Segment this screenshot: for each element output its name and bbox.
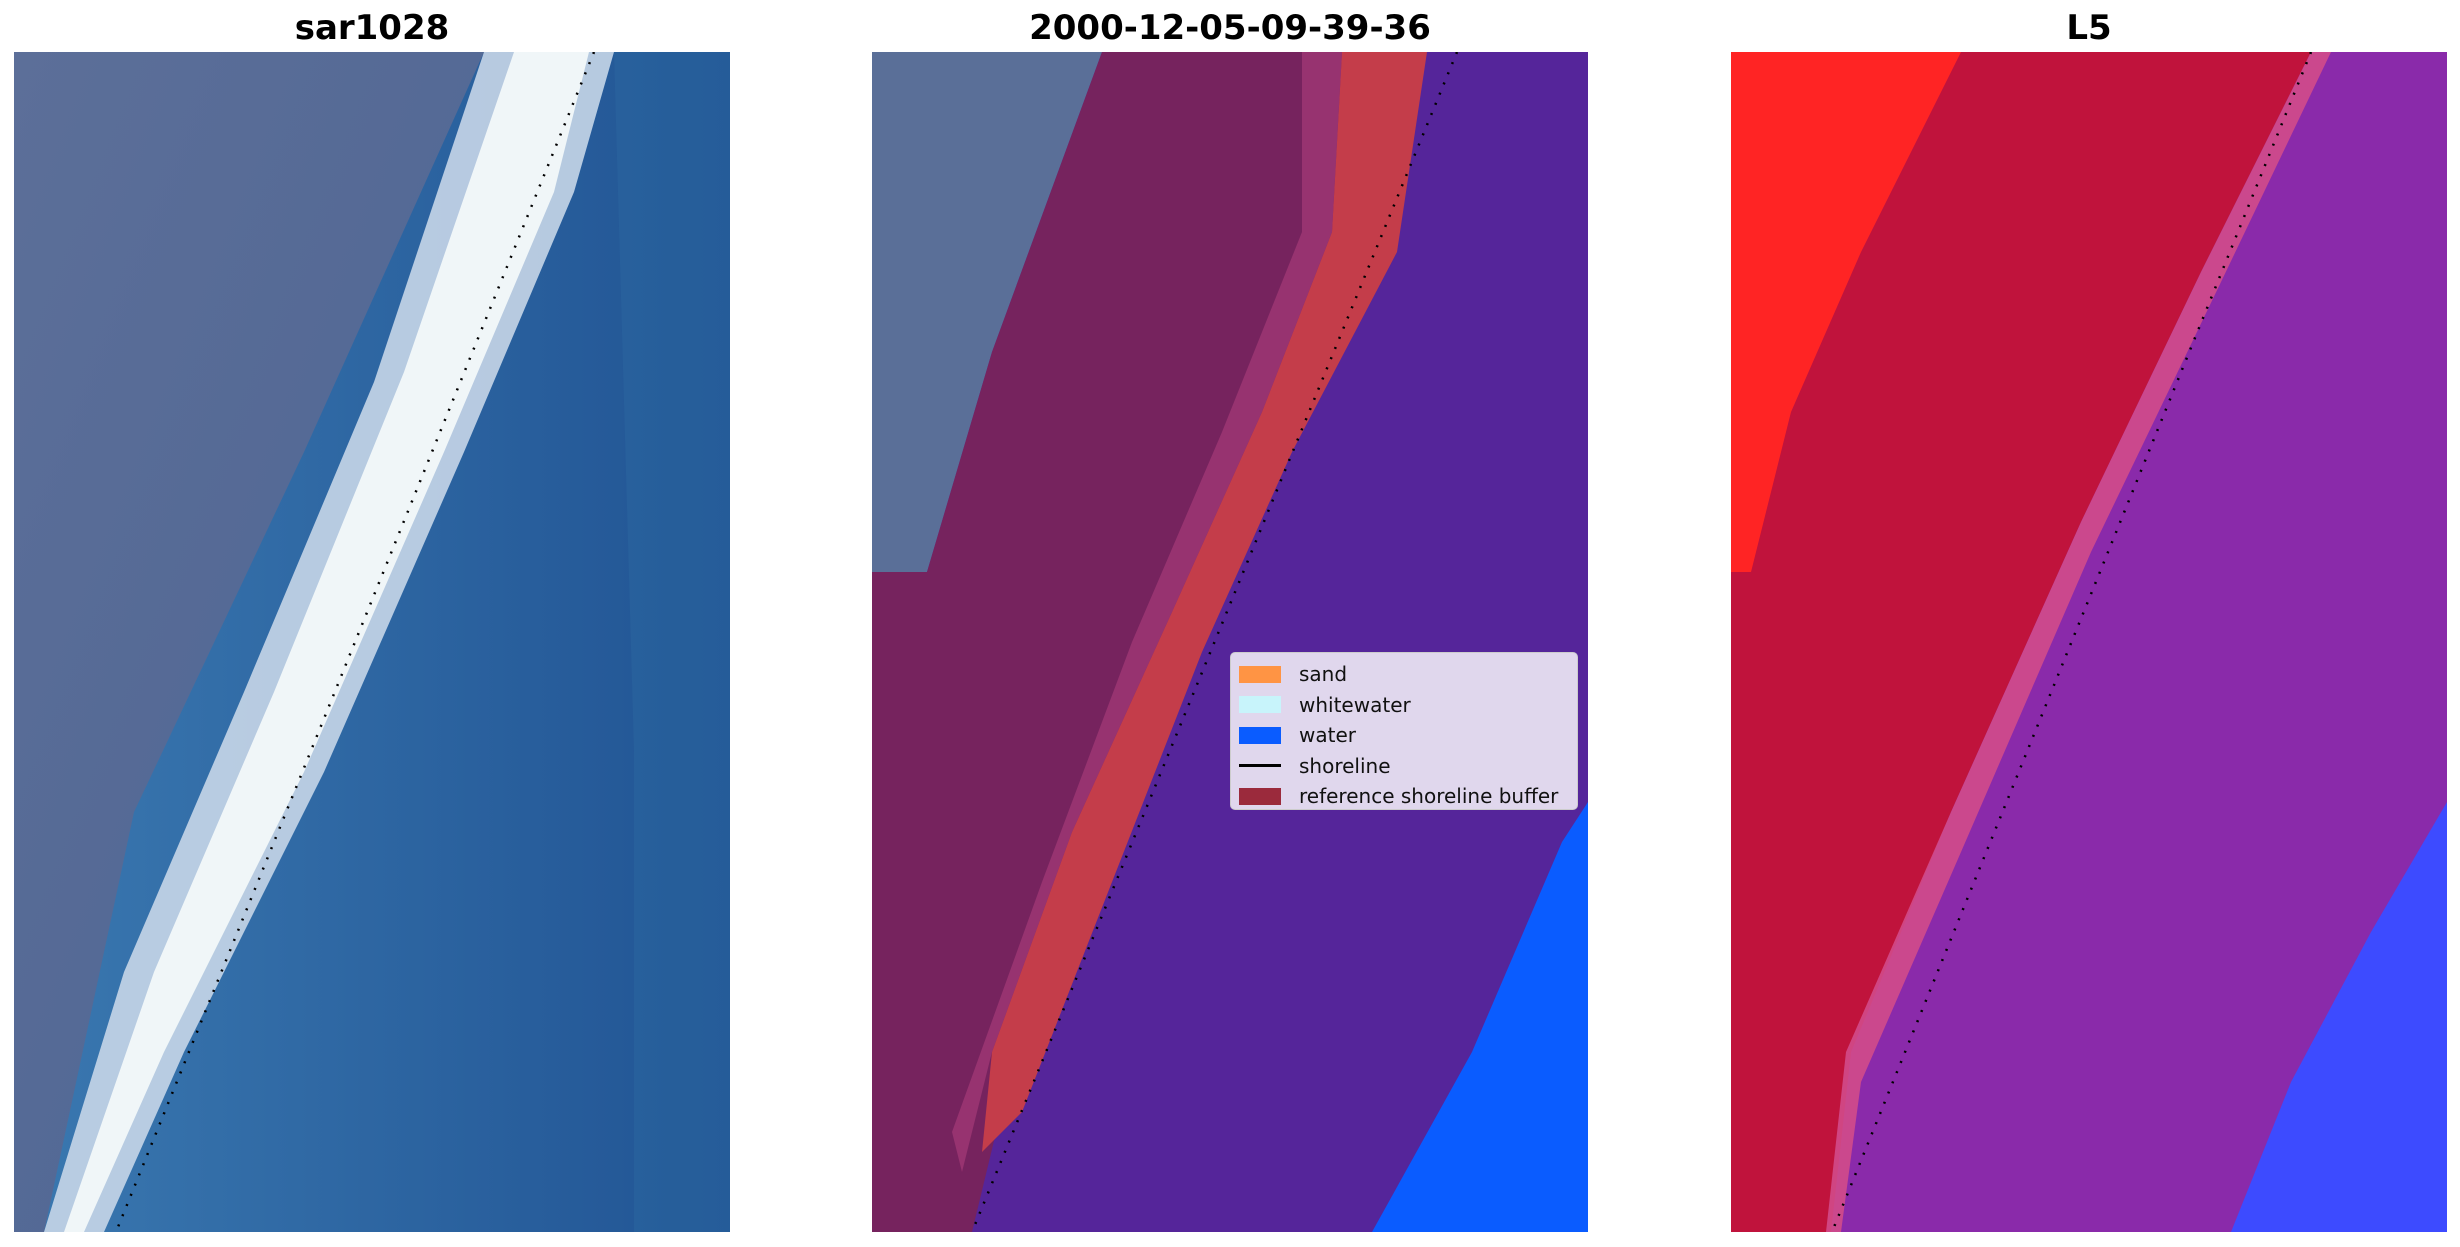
classification-image — [872, 52, 1588, 1232]
panel-title-l5: L5 — [2066, 8, 2112, 48]
reference-buffer-swatch — [1239, 787, 1281, 805]
satellite-rgb-image — [14, 52, 730, 1232]
legend-item-shoreline: shoreline — [1239, 751, 1569, 782]
l5-index-image — [1731, 52, 2447, 1232]
whitewater-swatch — [1239, 696, 1281, 714]
shoreline-line-swatch — [1239, 764, 1281, 768]
legend-item-sand: sand — [1239, 659, 1569, 690]
legend-item-whitewater: whitewater — [1239, 690, 1569, 721]
panel-title-rgb: sar1028 — [294, 8, 450, 48]
legend-label: water — [1299, 723, 1356, 748]
legend-label: sand — [1299, 662, 1348, 687]
legend-label: reference shoreline buffer — [1299, 784, 1559, 809]
water-swatch — [1239, 726, 1281, 744]
legend-label: whitewater — [1299, 692, 1411, 717]
legend: sand whitewater water shoreline referenc… — [1230, 652, 1578, 810]
panel-title-classification: 2000-12-05-09-39-36 — [1029, 8, 1431, 48]
legend-item-reference-buffer: reference shoreline buffer — [1239, 781, 1569, 812]
legend-item-water: water — [1239, 720, 1569, 751]
sand-swatch — [1239, 665, 1281, 683]
legend-label: shoreline — [1299, 753, 1391, 778]
